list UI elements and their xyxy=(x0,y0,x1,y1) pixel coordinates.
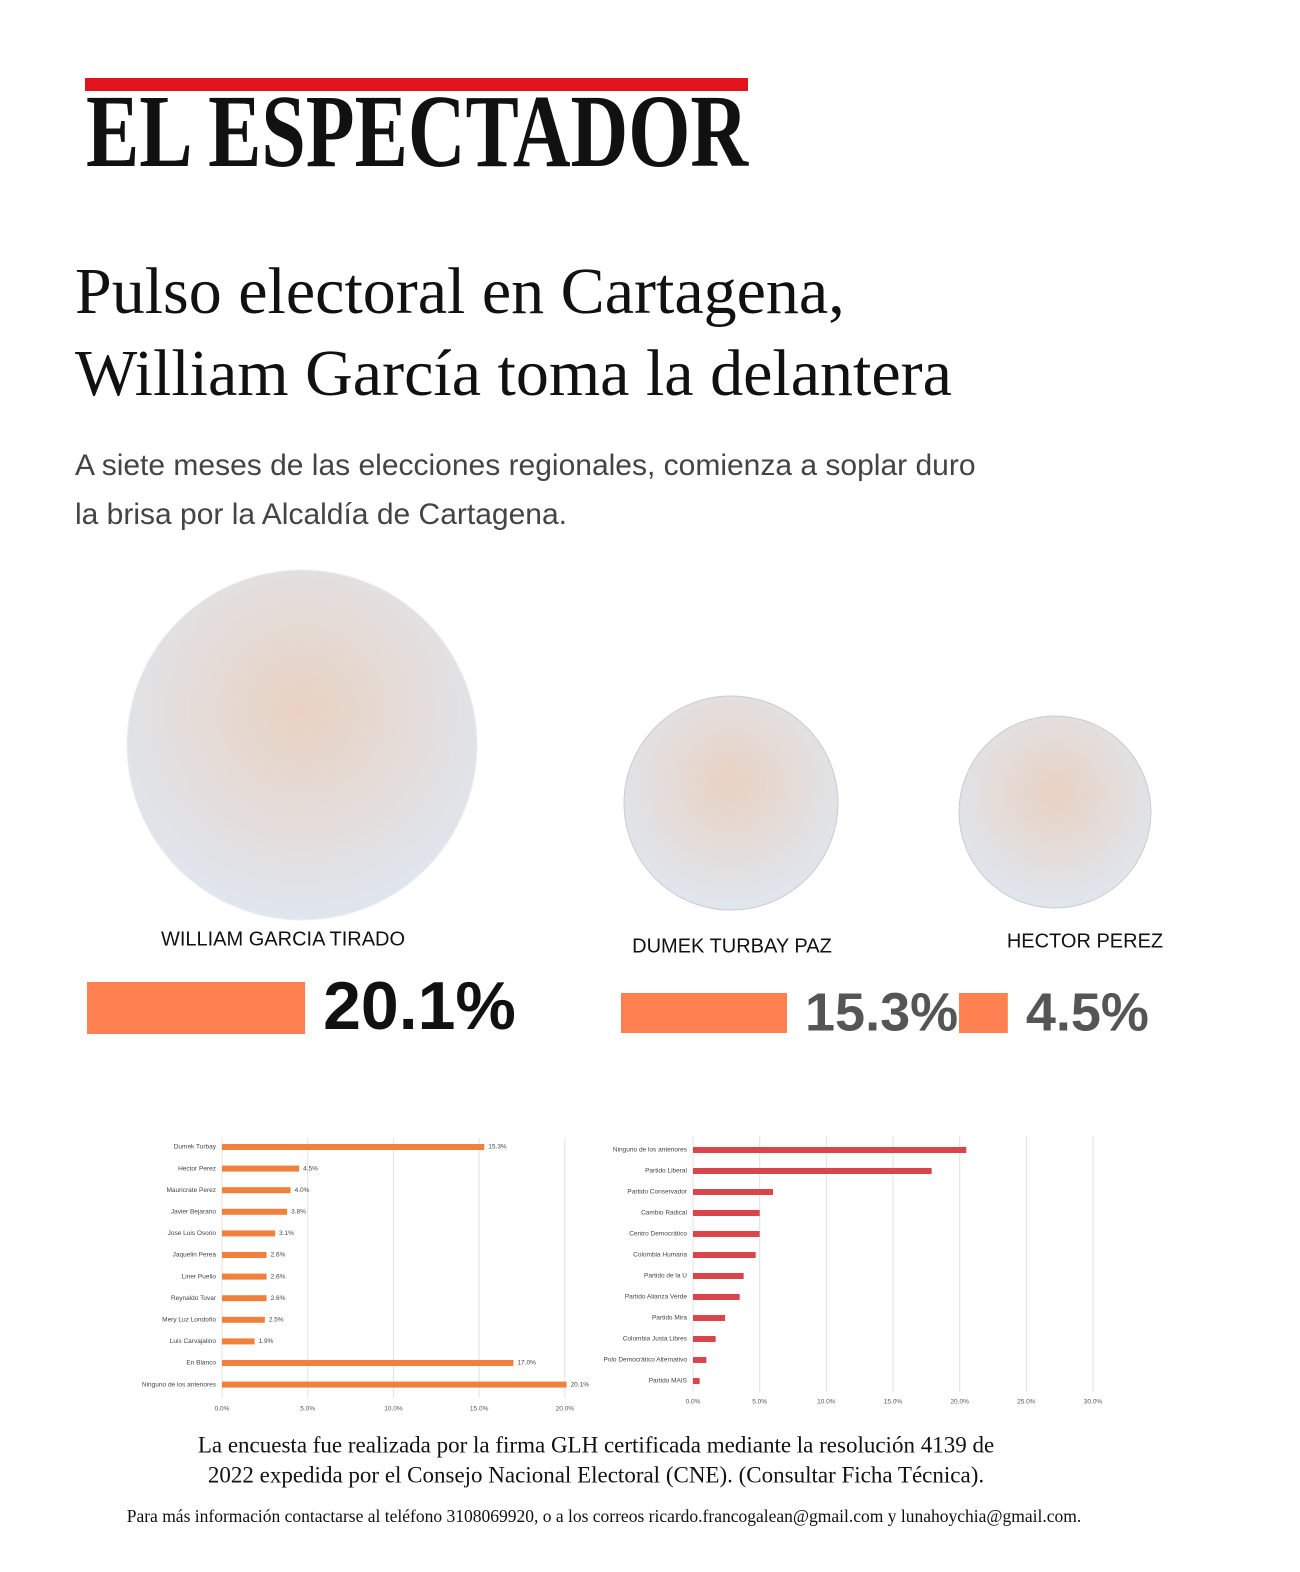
x-tick-label: 10.0% xyxy=(384,1406,403,1413)
candidate-name: HECTOR PEREZ xyxy=(1007,930,1163,952)
bar xyxy=(693,1189,773,1195)
bar xyxy=(693,1252,756,1258)
footnote: La encuesta fue realizada por la firma G… xyxy=(198,1432,994,1457)
y-tick-label: Dumek Turbay xyxy=(174,1144,217,1151)
y-tick-label: Polo Democrático Alternativo xyxy=(604,1357,688,1364)
subtitle: la brisa por la Alcaldía de Cartagena. xyxy=(75,498,567,531)
value-label: 20.1% xyxy=(571,1381,590,1388)
value-label: 3.1% xyxy=(279,1230,294,1237)
subtitle: A siete meses de las elecciones regional… xyxy=(75,449,976,482)
bar xyxy=(87,982,306,1034)
y-tick-label: Jose Luis Osorio xyxy=(168,1230,217,1237)
y-tick-label: Partido de la U xyxy=(644,1273,687,1280)
y-tick-label: Partido MAIS xyxy=(649,1378,688,1385)
value-label: 15.3% xyxy=(805,982,958,1042)
bar xyxy=(693,1315,725,1321)
y-tick-label: Cambio Radical xyxy=(641,1210,687,1217)
bar xyxy=(693,1378,700,1384)
headline: William García toma la delantera xyxy=(75,337,952,410)
candidate-photo xyxy=(958,715,1152,909)
bar xyxy=(693,1210,760,1216)
candidate-photo xyxy=(623,695,839,911)
x-tick-label: 0.0% xyxy=(215,1406,230,1413)
y-tick-label: Colombia Justa Libres xyxy=(623,1336,688,1343)
bar xyxy=(222,1273,267,1280)
bar xyxy=(222,1208,288,1215)
x-tick-label: 30.0% xyxy=(1084,1399,1103,1406)
bar xyxy=(693,1294,740,1300)
candidate-name: WILLIAM GARCIA TIRADO xyxy=(161,928,405,950)
x-tick-label: 5.0% xyxy=(752,1399,767,1406)
value-label: 2.5% xyxy=(269,1317,284,1324)
value-label: 15.3% xyxy=(488,1144,507,1151)
bar xyxy=(222,1144,485,1150)
candidate-name: DUMEK TURBAY PAZ xyxy=(632,935,832,957)
y-tick-label: Ninguno de los anteriores xyxy=(613,1147,688,1154)
y-tick-label: Partido Conservador xyxy=(627,1189,687,1196)
y-tick-label: Partido Liberal xyxy=(645,1168,687,1175)
y-tick-label: Hector Perez xyxy=(178,1165,216,1172)
bar xyxy=(222,1165,300,1172)
bar xyxy=(693,1273,744,1279)
bar xyxy=(222,1295,267,1302)
y-tick-label: Colombia Humana xyxy=(633,1252,687,1259)
y-tick-label: Centro Democrático xyxy=(629,1231,687,1238)
candidate-photo xyxy=(126,569,478,921)
y-tick-label: Partido Mira xyxy=(652,1315,687,1322)
value-label: 4.0% xyxy=(295,1187,310,1194)
bar xyxy=(693,1147,967,1153)
bar xyxy=(222,1381,567,1388)
bar xyxy=(222,1252,267,1258)
bar xyxy=(222,1360,514,1366)
x-tick-label: 20.0% xyxy=(950,1399,969,1406)
x-tick-label: 15.0% xyxy=(470,1406,489,1413)
y-tick-label: Ninguno de los anteriores xyxy=(142,1381,217,1388)
value-label: 17.0% xyxy=(517,1360,536,1367)
value-label: 3.8% xyxy=(291,1209,306,1216)
bar xyxy=(621,993,788,1033)
bar xyxy=(222,1230,276,1237)
headline: Pulso electoral en Cartagena, xyxy=(75,255,845,328)
bar xyxy=(693,1357,707,1363)
x-tick-label: 15.0% xyxy=(884,1399,903,1406)
value-label: 1.9% xyxy=(259,1338,274,1345)
y-tick-label: Luis Carvajalino xyxy=(170,1338,217,1345)
value-label: 20.1% xyxy=(323,968,516,1044)
value-label: 2.6% xyxy=(271,1273,286,1280)
bar xyxy=(222,1316,265,1323)
y-tick-label: Javier Bejarano xyxy=(171,1209,217,1216)
contact: Para más información contactarse al telé… xyxy=(127,1506,1082,1526)
bar xyxy=(959,993,1008,1033)
bar xyxy=(693,1336,716,1342)
bar xyxy=(222,1338,255,1345)
y-tick-label: Mery Luz Londoño xyxy=(162,1317,216,1324)
logo: EL ESPECTADOR xyxy=(86,74,749,189)
bar xyxy=(693,1168,932,1174)
x-tick-label: 5.0% xyxy=(300,1406,315,1413)
y-tick-label: Reynaldo Tovar xyxy=(171,1295,217,1302)
y-tick-label: En Blanco xyxy=(186,1360,216,1367)
x-tick-label: 25.0% xyxy=(1017,1399,1036,1406)
x-tick-label: 0.0% xyxy=(686,1399,701,1406)
value-label: 2.6% xyxy=(271,1295,286,1302)
value-label: 4.5% xyxy=(1026,982,1149,1042)
value-label: 2.6% xyxy=(271,1252,286,1259)
footnote: 2022 expedida por el Consejo Nacional El… xyxy=(208,1462,984,1487)
y-tick-label: Liner Puello xyxy=(182,1273,217,1280)
y-tick-label: Mauricrate Perez xyxy=(167,1187,217,1194)
y-tick-label: Partido Alianza Verde xyxy=(625,1294,688,1301)
logo-bar xyxy=(85,78,748,91)
bar xyxy=(222,1187,291,1194)
bar xyxy=(693,1231,760,1237)
y-tick-label: Jaquelin Perea xyxy=(173,1252,217,1259)
x-tick-label: 20.0% xyxy=(556,1406,575,1413)
x-tick-label: 10.0% xyxy=(817,1399,836,1406)
value-label: 4.5% xyxy=(303,1165,318,1172)
